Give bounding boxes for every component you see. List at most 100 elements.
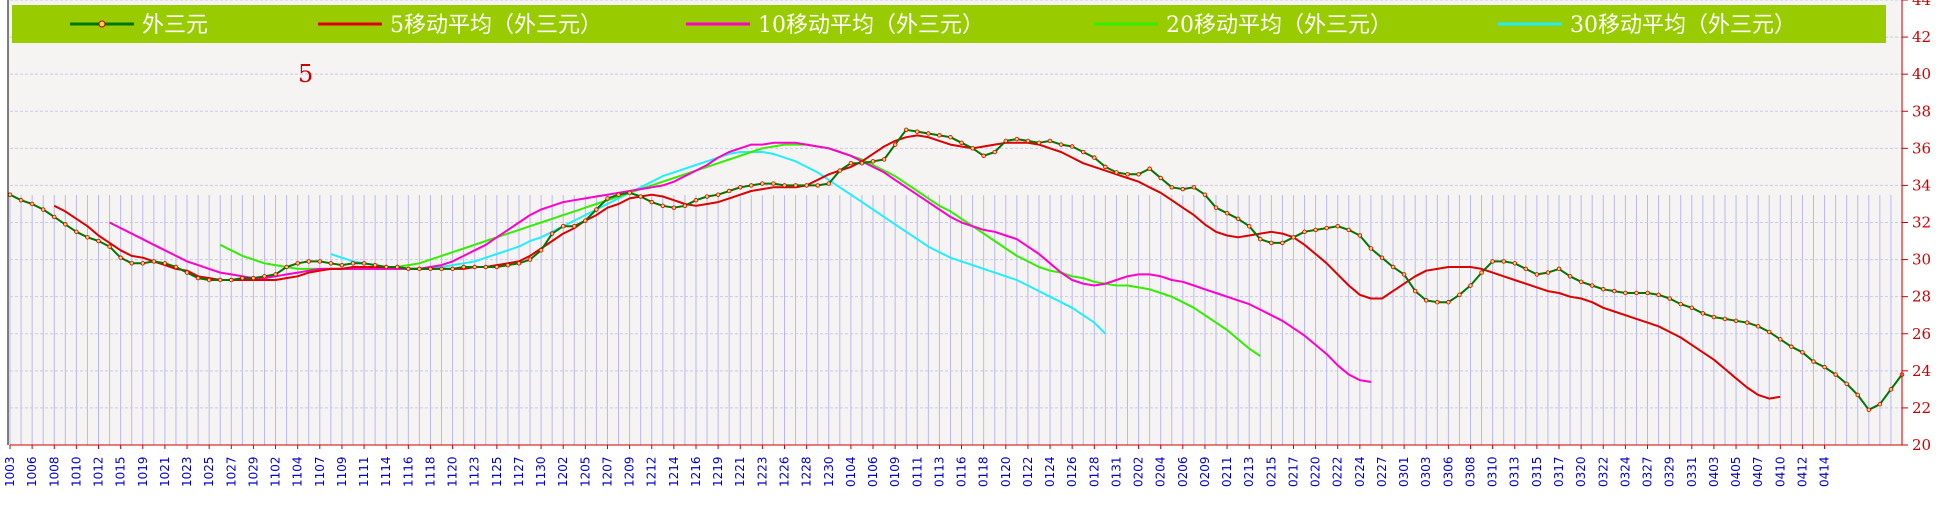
data-point	[1789, 344, 1794, 349]
data-point	[1667, 296, 1672, 301]
data-point	[1313, 227, 1318, 233]
legend-label: 外三元	[142, 13, 208, 38]
x-tick-label: 0106	[866, 456, 880, 487]
data-point	[173, 264, 179, 270]
data-point	[229, 277, 234, 283]
data-point	[218, 277, 223, 283]
data-point	[1169, 185, 1174, 190]
data-point	[881, 157, 887, 162]
data-point	[1523, 266, 1529, 272]
x-tick-label: 0327	[1641, 456, 1655, 487]
data-point	[295, 261, 300, 266]
data-point	[1092, 155, 1097, 160]
data-point	[140, 261, 145, 266]
data-point	[926, 131, 931, 136]
x-tick-label: 0109	[888, 456, 902, 487]
data-point	[494, 264, 500, 270]
data-point	[1291, 235, 1296, 240]
x-tick-label: 0131	[1109, 456, 1123, 487]
data-point	[1424, 298, 1429, 303]
series-line	[53, 134, 1781, 400]
x-tick-label: 0322	[1596, 456, 1610, 487]
x-tick-label: 0329	[1663, 456, 1677, 487]
data-point	[206, 277, 212, 283]
series-line	[109, 141, 1372, 383]
data-point	[815, 183, 820, 188]
x-tick-label: 1116	[401, 456, 415, 487]
data-point	[605, 196, 610, 201]
data-point	[1081, 149, 1086, 155]
data-point	[1357, 233, 1363, 238]
data-point	[1412, 288, 1418, 294]
data-point	[726, 188, 732, 194]
data-point	[96, 238, 101, 244]
data-point	[1202, 192, 1208, 197]
x-tick-label: 1107	[313, 456, 327, 487]
x-tick-label: 0111	[910, 456, 924, 487]
data-point	[693, 198, 699, 203]
data-point	[1047, 138, 1053, 144]
data-point	[1512, 261, 1517, 266]
x-tick-label: 0204	[1154, 456, 1168, 487]
data-point	[1634, 290, 1639, 296]
x-tick-label: 1130	[534, 456, 548, 487]
y-tick-label: 20	[1912, 436, 1931, 454]
x-tick-label: 1006	[25, 456, 39, 487]
data-point	[1623, 290, 1628, 296]
data-point	[195, 275, 201, 281]
data-point	[937, 133, 942, 138]
x-tick-label: 1109	[335, 456, 349, 487]
data-point	[461, 264, 466, 270]
x-tick-label: 0324	[1618, 456, 1632, 487]
x-tick-label: 1228	[800, 456, 814, 487]
data-point	[1678, 301, 1683, 307]
x-tick-label: 0211	[1220, 456, 1234, 487]
data-point	[549, 231, 555, 236]
data-point	[1224, 211, 1230, 216]
data-point	[1656, 292, 1661, 298]
x-tick-label: 0104	[844, 456, 858, 487]
y-tick-label: 36	[1912, 139, 1931, 157]
x-tick-label: 1111	[357, 456, 371, 487]
data-point	[18, 198, 24, 203]
x-tick-label: 1125	[490, 456, 504, 487]
x-tick-label: 0301	[1397, 456, 1411, 487]
data-point	[450, 266, 455, 272]
data-point	[1280, 240, 1285, 246]
data-point	[970, 146, 975, 151]
x-tick-label: 1021	[158, 456, 172, 487]
x-tick-label: 1226	[778, 456, 792, 487]
data-point	[1744, 320, 1750, 325]
x-tick-label: 0209	[1198, 456, 1212, 487]
data-point	[129, 261, 134, 266]
data-point	[361, 261, 367, 266]
x-tick-label: 1104	[291, 456, 305, 487]
data-point	[1191, 185, 1197, 190]
data-point	[107, 244, 112, 249]
data-point	[660, 203, 665, 209]
x-tick-label: 0313	[1508, 456, 1522, 487]
data-point	[1457, 292, 1462, 298]
x-tick-label: 1003	[3, 456, 17, 487]
x-tick-label: 1023	[180, 456, 194, 487]
x-tick-label: 0113	[932, 456, 946, 487]
data-point	[184, 270, 190, 275]
data-point	[1025, 138, 1031, 144]
period-label: 5	[298, 60, 313, 88]
x-tick-label: 1114	[379, 456, 393, 487]
data-point	[1468, 283, 1473, 288]
data-point	[317, 259, 323, 264]
data-point	[948, 135, 953, 140]
data-point	[1888, 387, 1894, 392]
x-tick-label: 0215	[1264, 456, 1278, 487]
y-tick-label: 32	[1912, 214, 1931, 232]
data-point	[1036, 140, 1042, 145]
x-tick-label: 1012	[92, 456, 106, 487]
data-point	[1213, 205, 1219, 210]
data-point	[583, 218, 588, 223]
legend-label: 10移动平均（外三元）	[758, 13, 984, 38]
x-tick-label: 0308	[1463, 456, 1477, 487]
data-point	[1733, 318, 1739, 323]
data-point	[1545, 270, 1551, 275]
data-point	[1490, 259, 1495, 264]
